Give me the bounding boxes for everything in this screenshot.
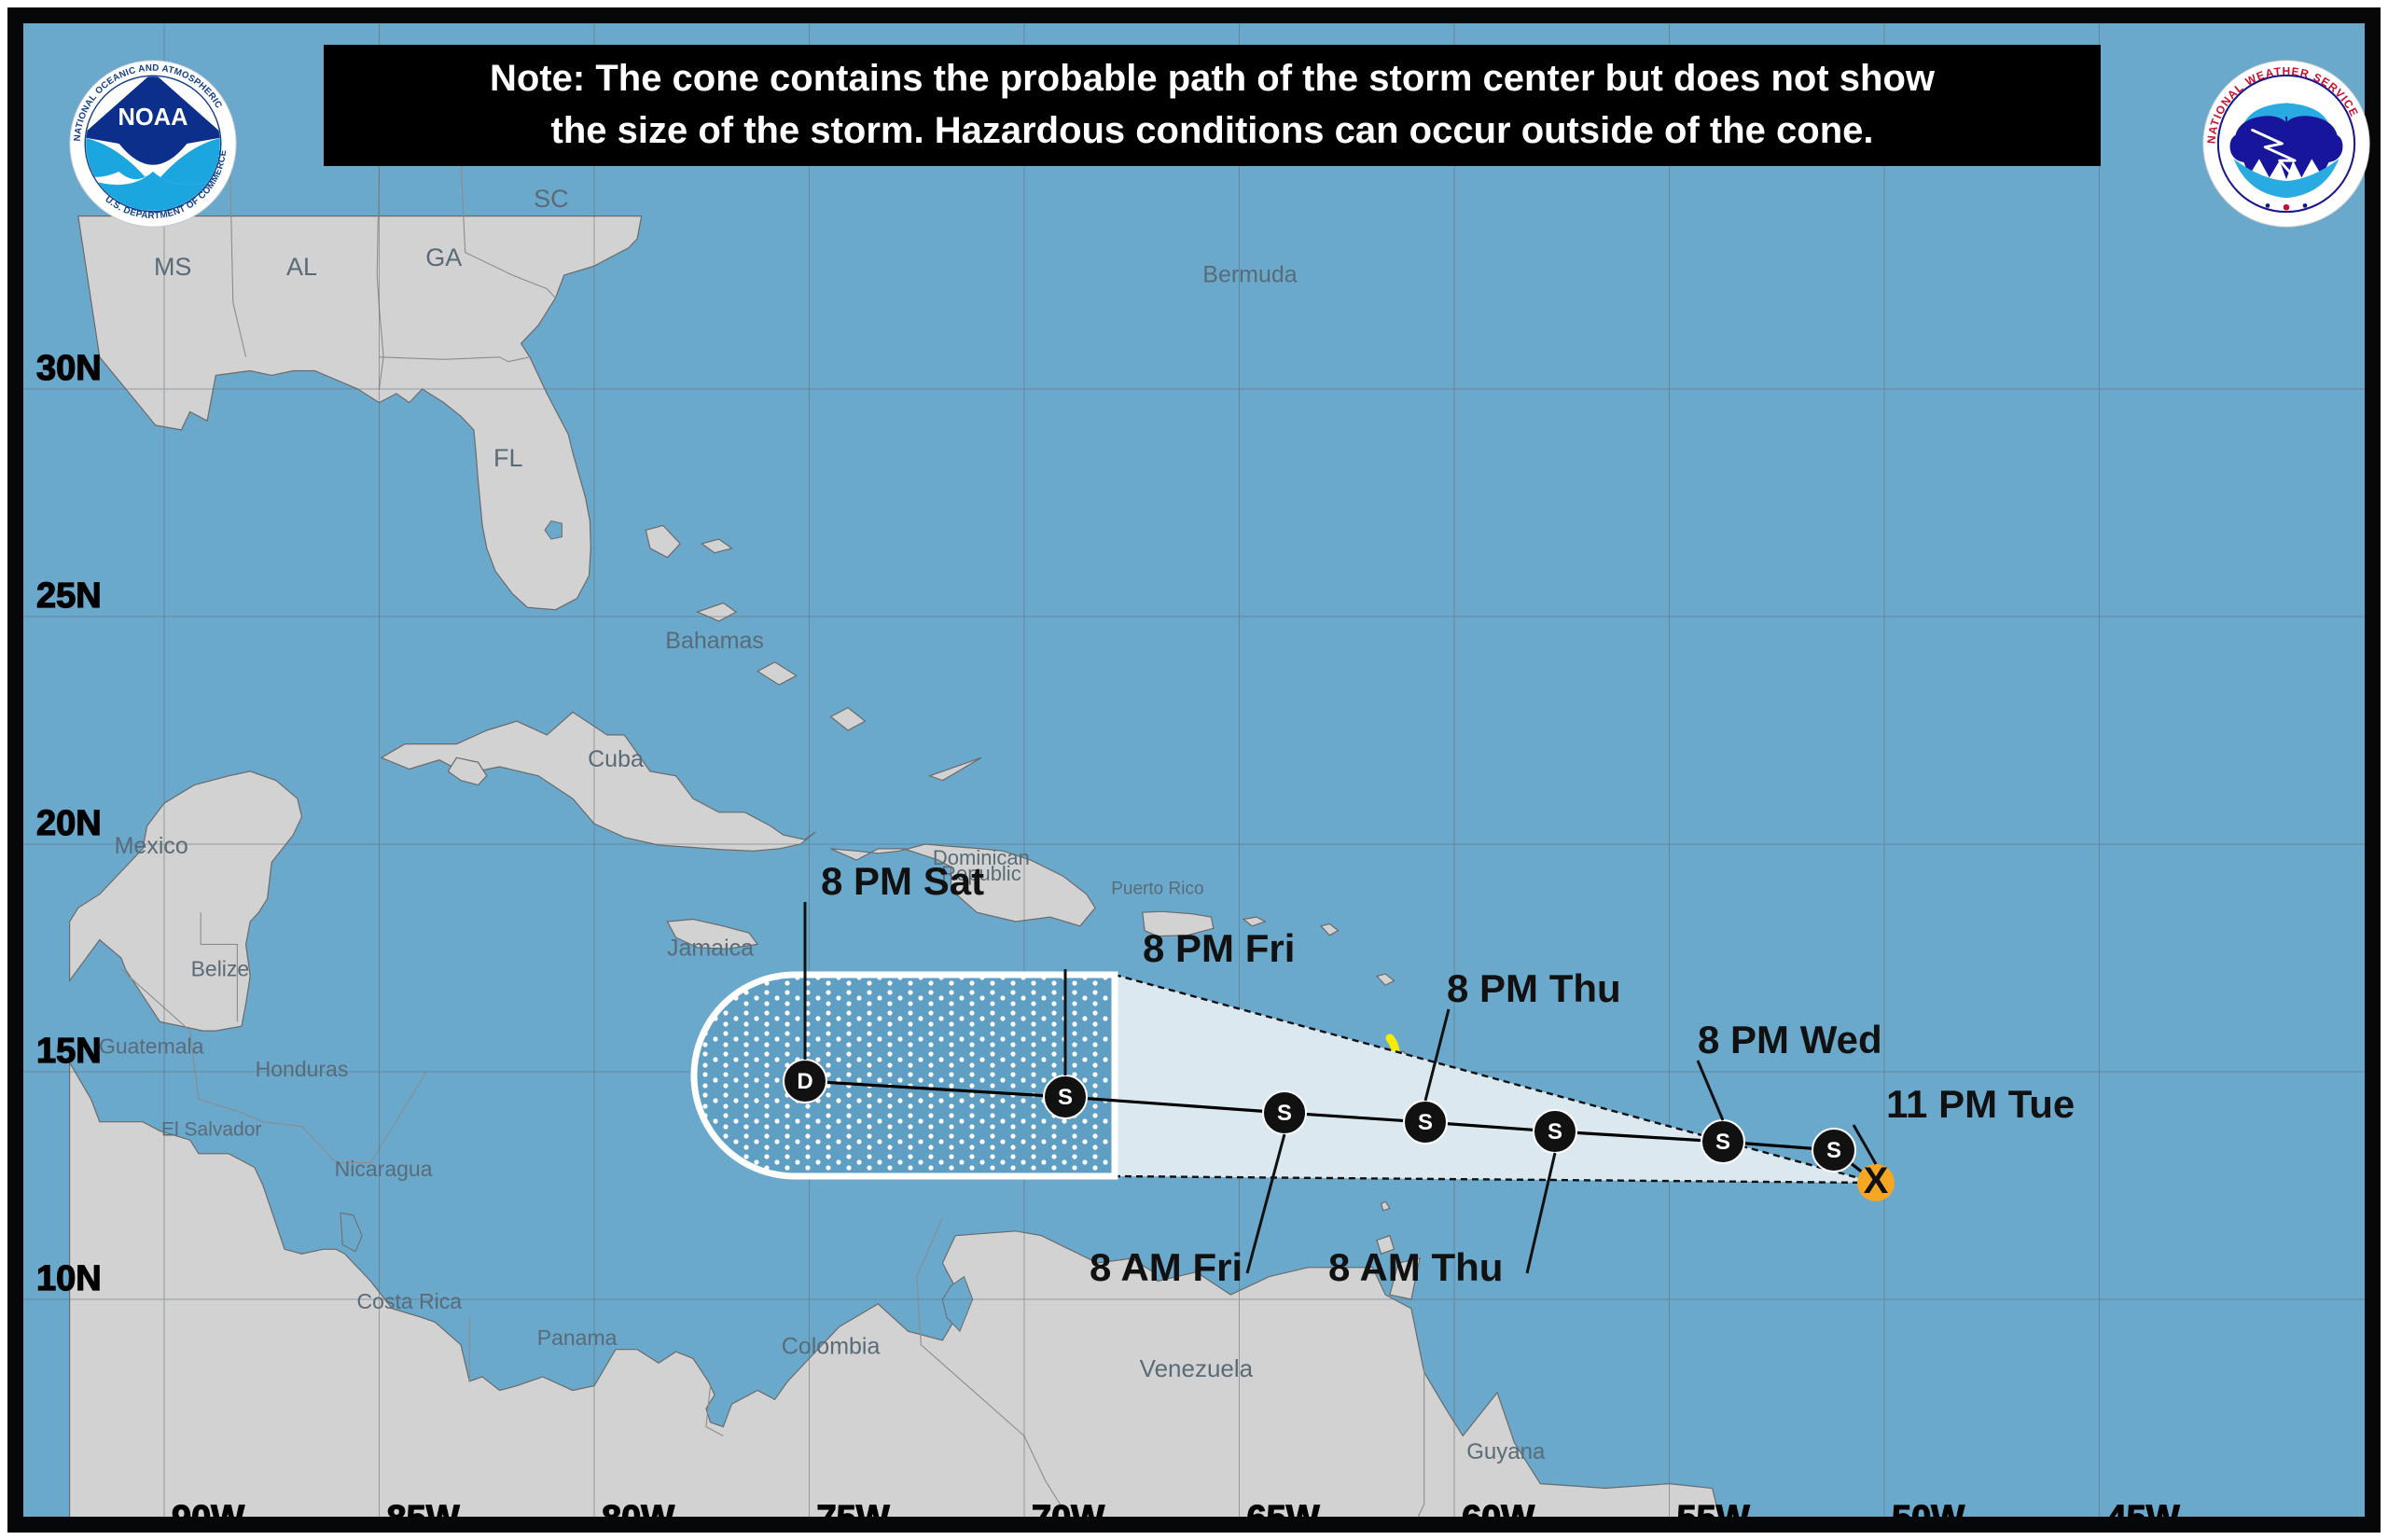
svg-text:FL: FL <box>493 444 523 472</box>
svg-text:Mexico: Mexico <box>115 833 188 859</box>
svg-text:Bahamas: Bahamas <box>665 628 764 654</box>
svg-text:Cuba: Cuba <box>588 746 644 772</box>
svg-text:60W: 60W <box>1462 1499 1534 1517</box>
svg-text:8 AM Fri: 8 AM Fri <box>1090 1245 1243 1289</box>
svg-text:8 PM Thu: 8 PM Thu <box>1447 966 1621 1010</box>
svg-text:8 PM Wed: 8 PM Wed <box>1698 1018 1882 1061</box>
svg-text:Panama: Panama <box>537 1325 618 1350</box>
svg-text:S: S <box>1418 1110 1433 1135</box>
svg-text:Venezuela: Venezuela <box>1140 1354 1254 1382</box>
svg-text:70W: 70W <box>1032 1499 1104 1517</box>
svg-text:45W: 45W <box>2107 1499 2180 1517</box>
svg-text:NOAA: NOAA <box>118 104 188 131</box>
svg-text:10N: 10N <box>36 1259 102 1298</box>
svg-text:SC: SC <box>534 185 569 213</box>
svg-text:MS: MS <box>154 253 192 281</box>
svg-text:15N: 15N <box>36 1032 102 1071</box>
svg-text:Guyana: Guyana <box>1466 1439 1546 1464</box>
svg-text:S: S <box>1715 1130 1730 1155</box>
svg-text:8 PM Fri: 8 PM Fri <box>1143 926 1295 970</box>
svg-text:GA: GA <box>425 243 462 271</box>
svg-text:El Salvador: El Salvador <box>161 1118 261 1140</box>
svg-text:Guatemala: Guatemala <box>99 1034 204 1059</box>
svg-text:D: D <box>797 1069 812 1094</box>
svg-text:Costa Rica: Costa Rica <box>357 1289 463 1313</box>
svg-text:Nicaragua: Nicaragua <box>335 1157 433 1181</box>
svg-text:Jamaica: Jamaica <box>667 936 754 962</box>
svg-text:11 PM Tue: 11 PM Tue <box>1886 1082 2075 1126</box>
svg-text:S: S <box>1277 1101 1292 1126</box>
svg-text:65W: 65W <box>1247 1499 1320 1517</box>
svg-text:8 AM Thu: 8 AM Thu <box>1328 1245 1503 1289</box>
svg-text:S: S <box>1058 1085 1073 1110</box>
svg-text:X: X <box>1864 1160 1889 1201</box>
svg-text:Belize: Belize <box>191 957 250 981</box>
svg-text:75W: 75W <box>817 1499 890 1517</box>
svg-text:Puerto Rico: Puerto Rico <box>1111 880 1203 899</box>
svg-text:25N: 25N <box>36 576 102 616</box>
svg-text:Honduras: Honduras <box>256 1057 349 1081</box>
svg-text:55W: 55W <box>1677 1499 1750 1517</box>
svg-text:20N: 20N <box>36 804 102 843</box>
svg-text:Bermuda: Bermuda <box>1202 261 1298 287</box>
svg-text:90W: 90W <box>172 1499 244 1517</box>
svg-text:Colombia: Colombia <box>782 1334 881 1360</box>
svg-text:30N: 30N <box>36 349 102 388</box>
svg-text:85W: 85W <box>387 1499 460 1517</box>
svg-text:8 PM Sat: 8 PM Sat <box>821 859 984 903</box>
svg-text:S: S <box>1826 1138 1841 1163</box>
svg-text:80W: 80W <box>602 1499 674 1517</box>
svg-text:S: S <box>1548 1119 1562 1145</box>
svg-text:50W: 50W <box>1892 1499 1965 1517</box>
svg-text:AL: AL <box>286 253 317 281</box>
